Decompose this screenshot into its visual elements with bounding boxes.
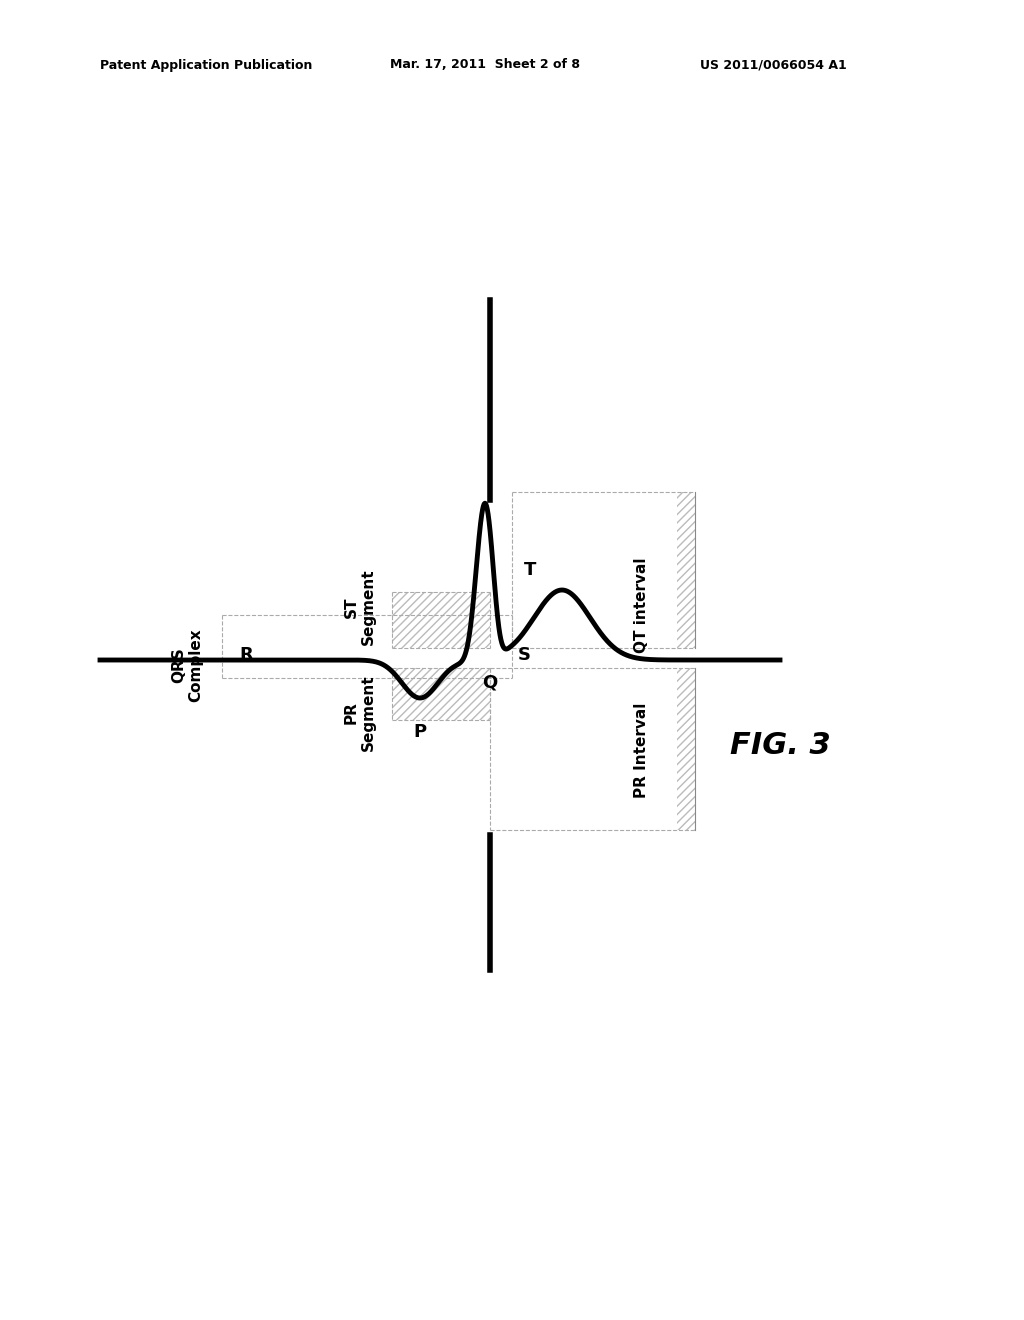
Text: S: S xyxy=(517,645,530,664)
Bar xyxy=(392,668,490,719)
Text: QRS
Complex: QRS Complex xyxy=(171,628,203,702)
Text: PR
Segment: PR Segment xyxy=(344,675,376,751)
Text: Mar. 17, 2011  Sheet 2 of 8: Mar. 17, 2011 Sheet 2 of 8 xyxy=(390,58,580,71)
Text: QT interval: QT interval xyxy=(635,557,649,653)
Text: Patent Application Publication: Patent Application Publication xyxy=(100,58,312,71)
Bar xyxy=(677,668,695,830)
Text: FIG. 3: FIG. 3 xyxy=(730,730,830,759)
Bar xyxy=(392,591,490,648)
Text: PR Interval: PR Interval xyxy=(635,702,649,797)
Text: ST
Segment: ST Segment xyxy=(344,569,376,645)
Text: T: T xyxy=(524,561,537,579)
Bar xyxy=(677,492,695,648)
Text: US 2011/0066054 A1: US 2011/0066054 A1 xyxy=(700,58,847,71)
Text: P: P xyxy=(414,723,427,741)
Text: Q: Q xyxy=(482,673,498,690)
Text: R: R xyxy=(240,645,253,664)
